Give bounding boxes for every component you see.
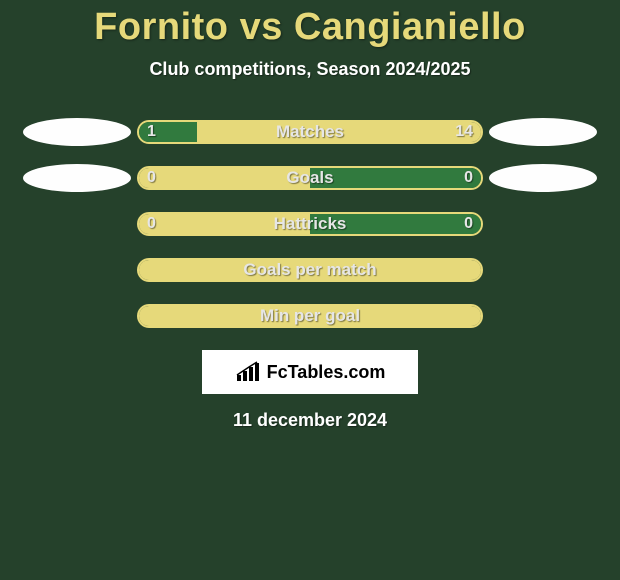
stat-row: Goals0 0 — [0, 166, 620, 190]
player-left-marker — [23, 164, 131, 192]
side-right — [483, 118, 603, 146]
stat-value-right: 0 — [456, 168, 481, 188]
side-right — [483, 164, 603, 192]
stat-value-left: 1 — [139, 122, 164, 142]
player-right-marker — [489, 118, 597, 146]
stat-row: Hattricks0 0 — [0, 212, 620, 236]
stat-row: Goals per match — [0, 258, 620, 282]
stat-bar: Min per goal — [137, 304, 483, 328]
player-left-marker — [23, 118, 131, 146]
stats-card: Fornito vs Cangianiello Club competition… — [0, 0, 620, 580]
stat-label: Goals — [139, 168, 481, 188]
stat-row: Min per goal — [0, 304, 620, 328]
stat-label: Matches — [139, 122, 481, 142]
player-right-marker — [489, 164, 597, 192]
stat-label: Min per goal — [139, 306, 481, 326]
stat-row: Matches1 14 — [0, 120, 620, 144]
stat-label: Goals per match — [139, 260, 481, 280]
side-left — [17, 118, 137, 146]
stat-value-left: 0 — [139, 214, 164, 234]
bars-icon — [235, 361, 263, 383]
stat-value-right: 0 — [456, 214, 481, 234]
stat-label: Hattricks — [139, 214, 481, 234]
side-left — [17, 164, 137, 192]
date-label: 11 december 2024 — [0, 410, 620, 431]
stats-rows: Matches114Goals00Hattricks00Goals per ma… — [0, 120, 620, 328]
stat-bar: Hattricks0 0 — [137, 212, 483, 236]
stat-bar: Goals per match — [137, 258, 483, 282]
logo-text: FcTables.com — [267, 362, 386, 383]
fctables-logo[interactable]: FcTables.com — [202, 350, 418, 394]
stat-bar: Goals0 0 — [137, 166, 483, 190]
subtitle: Club competitions, Season 2024/2025 — [0, 59, 620, 80]
stat-value-right: 14 — [447, 122, 481, 142]
page-title: Fornito vs Cangianiello — [0, 0, 620, 49]
stat-bar: Matches1 14 — [137, 120, 483, 144]
stat-value-left: 0 — [139, 168, 164, 188]
